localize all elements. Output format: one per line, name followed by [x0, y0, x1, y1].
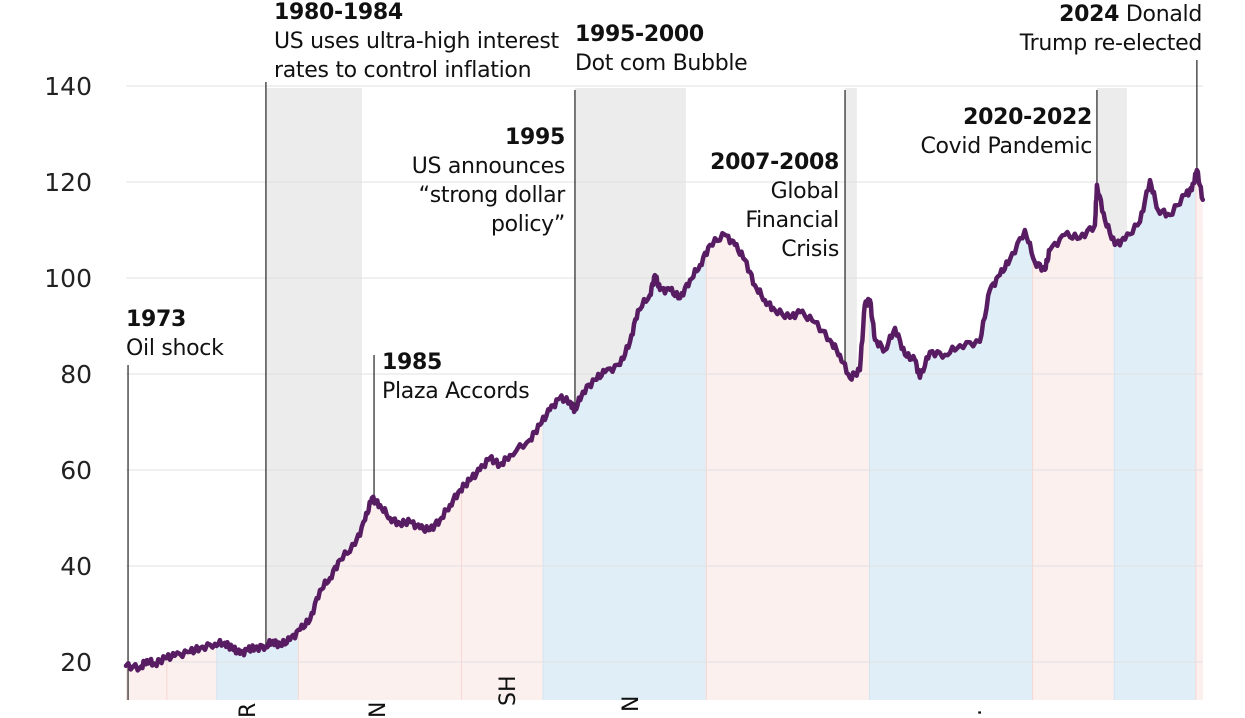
annotation-2024: 2024 Donald Trump re-elected: [1019, 0, 1203, 58]
y-tick-label: 20: [60, 648, 92, 677]
y-tick-label: 140: [44, 72, 92, 101]
annotation-text: Dot com Bubble: [575, 51, 748, 76]
annotation-text: Crisis: [781, 237, 839, 262]
presidency-band: [1195, 170, 1203, 700]
series-line: [123, 167, 1206, 673]
annotation-text: policy”: [490, 212, 565, 237]
annotation-year: 1995-2000: [575, 22, 704, 47]
gridlines: [126, 85, 1203, 663]
y-tick-label: 120: [44, 168, 92, 197]
y-tick-label: 80: [60, 360, 92, 389]
presidency-label: N: [619, 695, 644, 712]
annotation-1995: 1995 US announces “strong dollar policy”: [411, 123, 566, 239]
annotation-text: Plaza Accords: [382, 379, 530, 404]
annotation-text: Trump re-elected: [1019, 31, 1203, 56]
annotation-1980-1984: 1980-1984 US uses ultra-high interest ra…: [274, 0, 559, 85]
event-marker-lines: [127, 60, 1198, 700]
annotation-1995-2000: 1995-2000 Dot com Bubble: [575, 20, 748, 78]
annotation-text: rates to control inflation: [274, 58, 532, 83]
annotation-1973: 1973 Oil shock: [126, 305, 224, 363]
y-tick-label: 60: [60, 456, 92, 485]
chart: [123, 60, 1206, 700]
annotation-text: Global: [770, 179, 840, 204]
annotation-2007-2008: 2007-2008 Global Financial Crisis: [710, 148, 839, 264]
annotation-text: Covid Pandemic: [920, 134, 1092, 159]
annotation-1985: 1985 Plaza Accords: [382, 348, 530, 406]
annotation-text: Donald: [1125, 2, 1202, 27]
annotation-year: 1980-1984: [274, 0, 403, 25]
presidency-label: N: [366, 701, 391, 718]
presidency-label: SH: [496, 675, 521, 706]
annotation-year: 2007-2008: [710, 150, 839, 175]
annotation-year: 1995: [504, 125, 565, 150]
y-tick-label: 100: [44, 264, 92, 293]
annotation-year: 1985: [382, 350, 443, 375]
annotation-text: Oil shock: [126, 336, 224, 361]
y-tick-label: 40: [60, 552, 92, 581]
annotation-text: US uses ultra-high interest: [274, 29, 559, 54]
annotation-year: 1973: [126, 307, 187, 332]
annotation-text: “strong dollar: [418, 183, 566, 208]
presidency-label: .: [962, 709, 987, 716]
annotation-text: US announces: [411, 154, 566, 179]
annotation-2020-2022: 2020-2022 Covid Pandemic: [920, 103, 1092, 161]
annotation-text: Financial: [745, 208, 839, 233]
annotation-year: 2020-2022: [963, 105, 1092, 130]
presidency-band: [1114, 170, 1196, 700]
annotation-year: 2024: [1059, 2, 1120, 27]
presidency-label: R: [236, 702, 261, 718]
